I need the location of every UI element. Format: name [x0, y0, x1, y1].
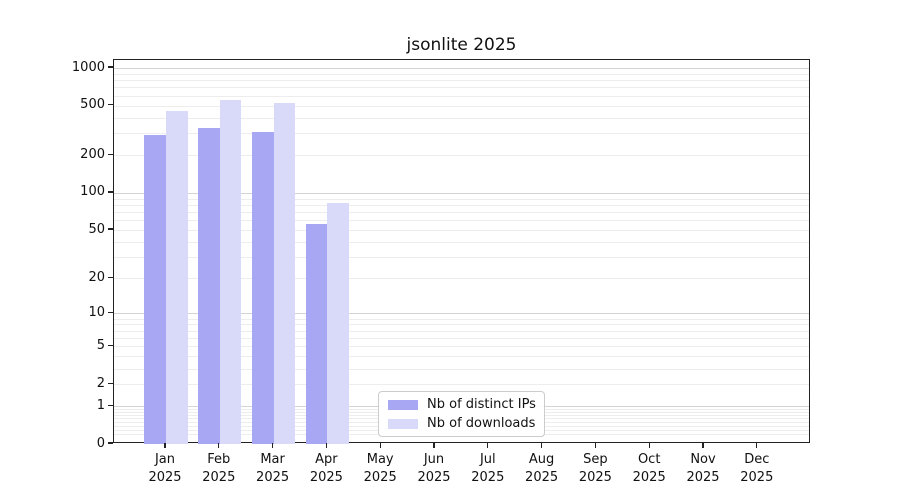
- x-tick-label-feb: Feb 2025: [202, 452, 236, 486]
- y-tick-mark: [108, 344, 113, 347]
- x-tick-label-aug: Aug 2025: [525, 452, 559, 486]
- gridline: [114, 330, 809, 332]
- x-tick-label-may: May 2025: [363, 452, 397, 486]
- x-tick-mark: [218, 443, 220, 448]
- y-tick-label: 2: [96, 375, 105, 391]
- y-tick-label: 1000: [71, 59, 105, 75]
- x-tick-label-nov: Nov 2025: [686, 452, 720, 486]
- x-tick-mark: [756, 443, 758, 448]
- x-tick-label-apr: Apr 2025: [309, 452, 343, 486]
- legend-item: Nb of downloads: [388, 416, 535, 431]
- gridline: [114, 313, 809, 315]
- x-tick-mark: [541, 443, 543, 448]
- y-tick-label: 10: [88, 304, 105, 320]
- gridline: [114, 133, 809, 135]
- x-tick-mark: [433, 443, 435, 448]
- gridline: [114, 204, 809, 206]
- downloads-swatch: [388, 418, 418, 429]
- chart-title: jsonlite 2025: [406, 35, 517, 55]
- y-tick-label: 500: [80, 97, 105, 113]
- gridline: [114, 230, 809, 231]
- gridline: [114, 192, 809, 194]
- gridline: [114, 73, 809, 75]
- y-tick-mark: [108, 153, 113, 156]
- y-tick-label: 20: [88, 269, 105, 285]
- gridline: [114, 68, 809, 69]
- gridline: [114, 212, 809, 213]
- gridline: [114, 95, 809, 97]
- gridline: [114, 105, 809, 107]
- y-tick-label: 5: [96, 337, 105, 353]
- gridline: [114, 324, 809, 326]
- y-tick-label: 200: [80, 146, 105, 162]
- bar-downloads-jan: [166, 111, 188, 444]
- gridline: [114, 241, 809, 243]
- y-tick-mark: [108, 276, 113, 278]
- legend-item: Nb of distinct IPs: [388, 397, 536, 412]
- y-tick-mark: [108, 66, 113, 68]
- gridline: [114, 155, 809, 157]
- bar-distinct-ips-apr: [305, 223, 328, 444]
- x-tick-mark: [702, 443, 704, 448]
- y-tick-label: 100: [80, 184, 105, 200]
- gridline: [114, 368, 809, 370]
- x-tick-mark: [272, 443, 274, 448]
- gridline: [114, 220, 809, 222]
- y-tick-mark: [108, 311, 113, 314]
- x-tick-label-dec: Dec 2025: [740, 452, 774, 486]
- gridline: [114, 80, 809, 82]
- gridline: [114, 384, 809, 386]
- x-tick-label-oct: Oct 2025: [632, 452, 666, 486]
- gridline: [114, 198, 809, 200]
- gridline: [114, 278, 809, 280]
- bar-distinct-ips-feb: [198, 128, 220, 444]
- x-tick-mark: [164, 443, 166, 448]
- bar-downloads-apr: [327, 202, 350, 444]
- legend-label: Nb of distinct IPs: [427, 397, 536, 412]
- x-tick-mark: [648, 443, 650, 448]
- y-tick-label: 0: [96, 435, 105, 451]
- x-tick-label-jun: Jun 2025: [417, 452, 451, 486]
- y-tick-mark: [108, 104, 113, 106]
- bar-distinct-ips-mar: [251, 131, 274, 444]
- gridline: [114, 117, 809, 119]
- legend-label: Nb of downloads: [427, 416, 536, 431]
- y-tick-mark: [108, 228, 113, 230]
- y-tick-label: 50: [88, 221, 105, 237]
- y-tick-mark: [108, 442, 113, 444]
- x-tick-mark: [487, 443, 489, 448]
- gridline: [114, 87, 809, 89]
- y-tick-label: 1: [96, 397, 105, 413]
- x-tick-label-jul: Jul 2025: [471, 452, 505, 486]
- bar-downloads-feb: [219, 99, 242, 444]
- legend: Nb of distinct IPs Nb of downloads: [378, 391, 545, 437]
- gridline: [114, 318, 809, 320]
- x-tick-mark: [594, 443, 597, 448]
- gridline: [114, 356, 809, 358]
- gridline: [114, 338, 809, 340]
- gridline: [114, 346, 809, 348]
- y-tick-mark: [108, 404, 113, 406]
- gridline: [114, 257, 809, 259]
- x-tick-label-jan: Jan 2025: [148, 452, 182, 486]
- y-tick-mark: [108, 191, 113, 193]
- x-tick-label-mar: Mar 2025: [256, 452, 290, 486]
- x-tick-mark: [325, 443, 328, 448]
- bar-downloads-mar: [273, 102, 296, 444]
- plot-area: [113, 59, 810, 444]
- x-tick-label-sep: Sep 2025: [578, 452, 612, 486]
- distinct-ips-swatch: [388, 399, 418, 410]
- y-tick-mark: [108, 382, 113, 384]
- bar-distinct-ips-jan: [144, 135, 166, 444]
- x-tick-mark: [379, 443, 381, 448]
